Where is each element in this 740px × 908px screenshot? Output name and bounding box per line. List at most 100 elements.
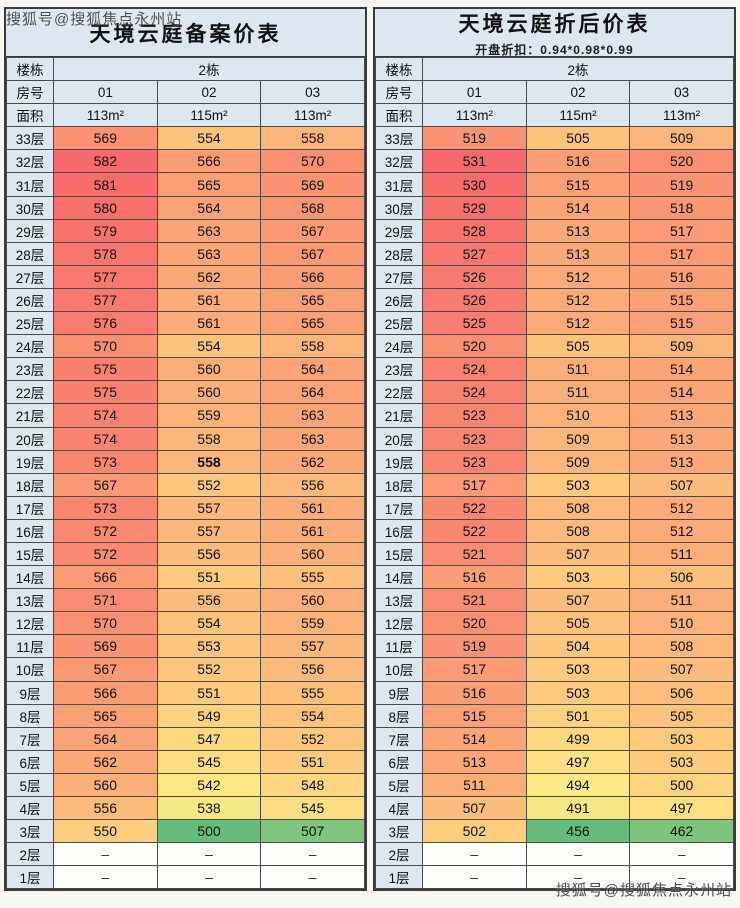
floor-label-cell: 4层 [6,795,54,821]
price-cell: 500 [156,819,262,844]
price-cell: 570 [260,149,365,174]
price-cell: 512 [525,311,631,336]
area-value-cell: 113m² [260,103,365,128]
price-cell: 528 [422,218,527,243]
price-cell: 574 [53,403,158,428]
floor-label-cell: 7层 [375,726,423,751]
price-cell: 572 [53,518,158,543]
price-cell: 526 [422,264,527,289]
price-cell: 515 [422,703,527,728]
price-cell: 552 [156,657,262,682]
price-cell: – [53,842,158,867]
price-cell: 511 [525,380,631,405]
price-cell: 565 [260,287,365,313]
price-cell: 491 [525,795,631,821]
floor-row: 16层 572 557 561 [6,518,365,543]
floor-row: 20层 523 509 513 [375,426,734,451]
area-value-cell: 115m² [156,103,262,128]
floor-row: 30层 580 564 568 [6,195,365,220]
price-cell: 514 [629,380,734,405]
floor-label-cell: 18层 [6,472,54,497]
floor-row: 15层 521 507 511 [375,541,734,567]
price-cell: 569 [260,172,365,197]
floor-row: 19层 573 558 562 [6,449,365,474]
price-cell: 577 [53,264,158,289]
floor-row: 25层 525 512 515 [375,311,734,336]
price-cell: 513 [629,403,734,428]
price-cell: 570 [53,334,158,359]
price-cell: 505 [629,703,734,728]
room-number-cell: 01 [422,80,527,105]
floor-row: 20层 574 558 563 [6,426,365,451]
floor-row: 26层 577 561 565 [6,287,365,313]
building-label-cell: 楼栋 [375,56,423,82]
price-cell: 560 [53,772,158,798]
floor-label-cell: 25层 [6,311,54,336]
price-cell: 523 [422,449,527,474]
price-cell: – [422,842,527,867]
floor-label-cell: 12层 [6,611,54,636]
price-cell: 579 [53,218,158,243]
price-cell: 569 [53,126,158,151]
price-cell: 514 [422,726,527,751]
discounted-table-title: 天境云庭折后价表 [458,12,651,36]
price-cell: 456 [525,819,631,844]
price-cell: 577 [53,287,158,313]
price-cell: 565 [260,311,365,336]
price-cell: 563 [156,241,262,266]
floor-label-cell: 32层 [375,149,423,174]
price-cell: 512 [525,287,631,313]
floor-row: 17层 573 557 561 [6,495,365,520]
price-cell: 563 [260,403,365,428]
price-cell: 519 [422,634,527,659]
floor-label-cell: 29层 [6,218,54,243]
price-cell: 552 [260,726,365,751]
price-cell: 555 [260,680,365,705]
price-cell: 500 [629,772,734,798]
price-cell: 512 [629,518,734,543]
price-cell: 560 [156,357,262,382]
area-value-cell: 113m² [422,103,527,128]
price-cell: 550 [53,819,158,844]
price-cell: 524 [422,357,527,382]
floor-label-cell: 26层 [375,287,423,313]
price-cell: 560 [260,541,365,567]
floor-label-cell: 15层 [375,541,423,567]
floor-row: 22层 575 560 564 [6,380,365,405]
floor-label-cell: 12层 [375,611,423,636]
floor-row: 15层 572 556 560 [6,541,365,567]
floor-row: 1层 – – – [375,865,734,890]
floor-row: 11层 569 553 557 [6,634,365,659]
floor-row: 12层 570 554 559 [6,611,365,636]
floor-label-cell: 1层 [6,865,54,890]
floor-row: 24层 520 505 509 [375,334,734,359]
floor-row: 1层 – – – [6,865,365,890]
price-cell: 557 [156,518,262,543]
floor-label-cell: 23层 [6,357,54,382]
floor-row: 24层 570 554 558 [6,334,365,359]
floor-row: 18层 567 552 556 [6,472,365,497]
price-cell: 511 [629,541,734,567]
price-cell: 506 [629,565,734,590]
price-cell: 508 [525,518,631,543]
floor-label-cell: 4层 [375,795,423,821]
floor-row: 2层 – – – [375,842,734,867]
price-cell: 511 [422,772,527,798]
floor-label-cell: 28层 [375,241,423,266]
floor-row: 4层 556 538 545 [6,795,365,821]
price-cell: 509 [629,126,734,151]
price-cell: 503 [629,749,734,774]
price-cell: 506 [629,680,734,705]
price-cell: 503 [525,472,631,497]
price-cell: 523 [422,403,527,428]
price-cell: 514 [629,357,734,382]
price-cell: 558 [156,449,262,474]
price-cell: 507 [629,472,734,497]
floor-row: 7层 564 547 552 [6,726,365,751]
price-cell: 497 [525,749,631,774]
floor-label-cell: 27层 [6,264,54,289]
floor-label-cell: 33层 [6,126,54,151]
registered-price-table: 天境云庭备案价表 楼栋 2栋 房号 01 02 03 面积 113m² 115m² 113m² 33… [4,7,367,892]
price-cell: 573 [53,449,158,474]
